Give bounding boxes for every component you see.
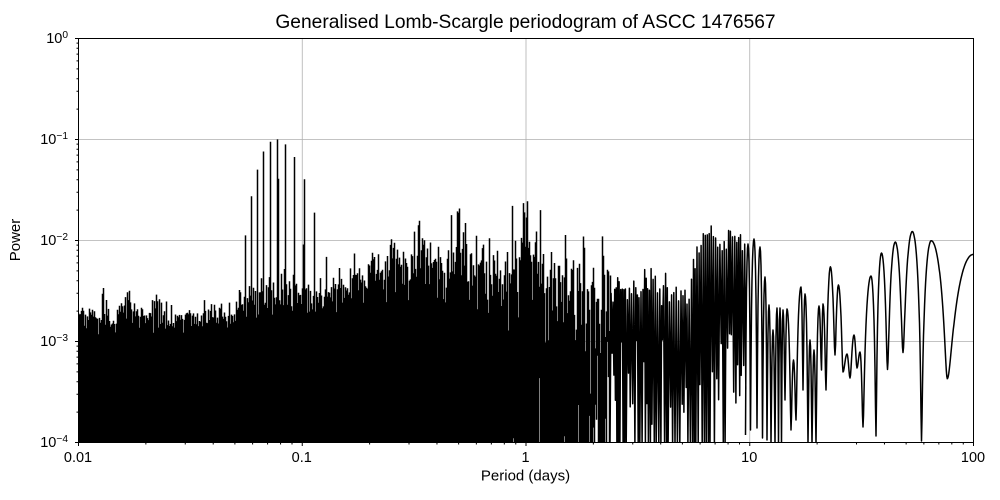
svg-text:0.1: 0.1 [292,450,312,466]
svg-text:Power: Power [7,219,24,262]
svg-text:100: 100 [961,450,985,466]
svg-text:10: 10 [741,450,757,466]
svg-text:0.01: 0.01 [64,450,92,466]
svg-text:Period (days): Period (days) [481,468,570,485]
svg-text:1: 1 [521,450,529,466]
svg-text:Generalised Lomb-Scargle perio: Generalised Lomb-Scargle periodogram of … [275,12,775,33]
